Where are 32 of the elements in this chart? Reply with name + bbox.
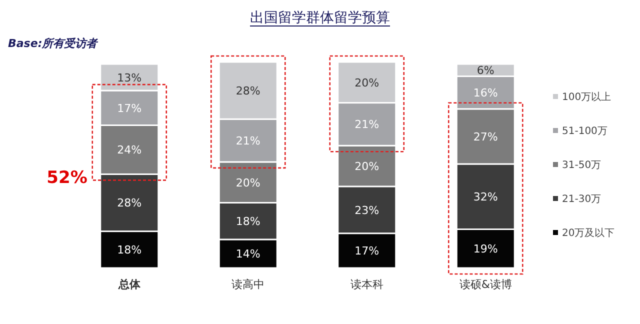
x-tick-label: 读高中 xyxy=(232,278,265,291)
data-label: 17% xyxy=(354,244,380,258)
text: Base:所有受访者 xyxy=(8,37,100,50)
legend-label: 21-30万 xyxy=(562,194,602,205)
legend-label: 31-50万 xyxy=(562,160,602,171)
data-label: 28% xyxy=(236,84,260,98)
data-label: 18% xyxy=(117,244,142,257)
legend-label: 51-100万 xyxy=(562,126,608,137)
data-label: 28% xyxy=(117,196,142,210)
x-tick-label: 读本科 xyxy=(350,278,384,291)
data-label: 17% xyxy=(117,102,142,115)
data-label: 21% xyxy=(236,134,260,148)
data-label: 16% xyxy=(473,86,498,100)
x-tick-label: 读硕&读博 xyxy=(459,278,512,291)
data-label: 23% xyxy=(354,204,380,217)
data-label: 14% xyxy=(236,248,260,261)
data-label: 6% xyxy=(476,64,494,78)
data-label: 20% xyxy=(354,76,380,90)
data-label: 27% xyxy=(473,130,498,144)
data-label: 20% xyxy=(236,176,260,190)
data-label: 21% xyxy=(354,118,380,132)
annotation: 52% xyxy=(46,168,88,188)
data-label: 18% xyxy=(236,215,260,228)
data-label: 32% xyxy=(473,190,498,204)
legend-label: 20万及以下 xyxy=(562,227,615,239)
chart-title: 出国留学群体留学预算 xyxy=(250,10,390,26)
data-label: 19% xyxy=(473,242,498,256)
data-label: 24% xyxy=(117,144,142,157)
data-label: 13% xyxy=(117,71,142,84)
data-label: 20% xyxy=(354,160,380,174)
legend-label: 100万以上 xyxy=(562,91,612,103)
x-tick-label: 总体 xyxy=(117,278,142,291)
